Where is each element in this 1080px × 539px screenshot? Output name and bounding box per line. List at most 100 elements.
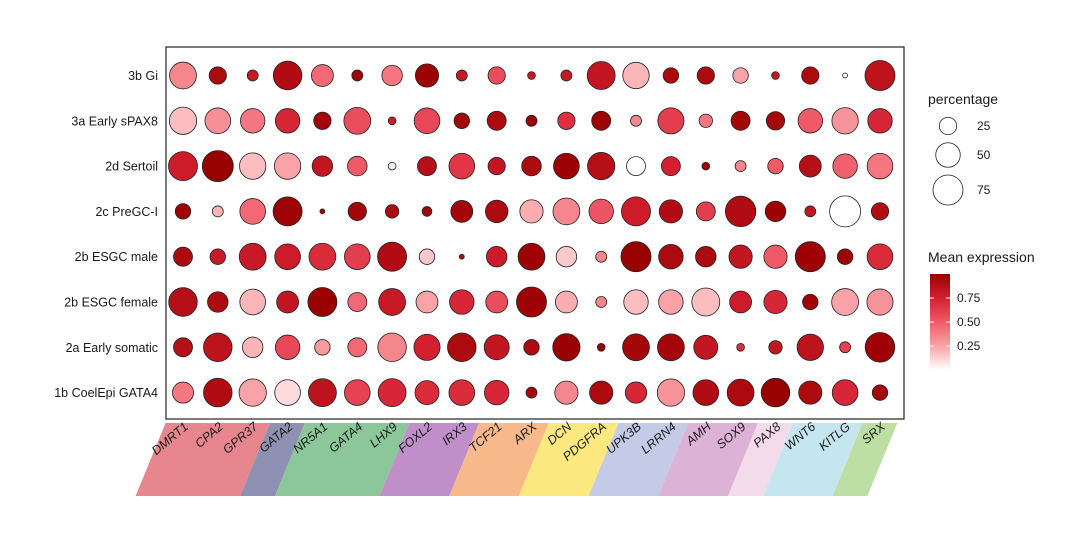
dot-amh-7	[693, 334, 719, 360]
dot-gpr37-6	[239, 288, 266, 316]
dot-upk3b-3	[626, 156, 646, 176]
dot-nr5a1-7	[314, 339, 331, 356]
dot-pdgfra-1	[586, 61, 616, 90]
dot-sox9-5	[728, 244, 753, 269]
gene-group-band-6	[518, 423, 619, 496]
dot-upk3b-4	[621, 196, 651, 227]
dot-tcf21-6	[485, 290, 509, 314]
color-legend-label: 0.50	[957, 315, 981, 329]
dot-wnt6-6	[802, 293, 819, 311]
dot-nr5a1-1	[311, 64, 334, 87]
color-legend-label: 0.75	[957, 291, 981, 305]
dot-upk3b-7	[622, 333, 650, 362]
dot-lhx9-4	[384, 204, 400, 219]
dot-gpr37-5	[238, 242, 267, 271]
dot-pax8-7	[768, 340, 783, 355]
dot-dcn-6	[555, 290, 578, 314]
dot-tcf21-4	[485, 199, 509, 224]
gene-group-band-8	[658, 423, 758, 496]
dot-pdgfra-6	[595, 296, 608, 308]
dot-foxl2-2	[413, 107, 441, 135]
dot-gata4-1	[351, 69, 364, 82]
dot-dcn-2	[557, 111, 576, 130]
dot-cpa2-2	[204, 107, 232, 135]
plot-panel	[165, 46, 905, 420]
dot-pax8-3	[767, 157, 784, 175]
size-legend-circle-50	[935, 142, 961, 168]
dot-lrrn4-7	[657, 333, 685, 362]
dot-cpa2-7	[203, 332, 233, 362]
dot-upk3b-1	[622, 61, 650, 90]
dot-gata2-7	[274, 334, 301, 360]
dot-gata4-2	[343, 106, 372, 135]
color-legend-title: Mean expression	[928, 249, 1035, 265]
dot-foxl2-5	[418, 248, 436, 265]
dot-cpa2-6	[207, 291, 229, 313]
gene-group-band-3	[275, 423, 410, 496]
row-label: 2c PreGC-I	[95, 205, 158, 219]
dot-pdgfra-8	[589, 380, 614, 405]
dot-pdgfra-5	[595, 250, 608, 263]
dot-foxl2-8	[414, 380, 440, 406]
dot-irx3-7	[447, 332, 477, 362]
dot-dmrt1-6	[168, 287, 198, 317]
dot-foxl2-1	[414, 63, 440, 88]
dot-layer	[168, 60, 896, 408]
dot-irx3-5	[458, 253, 465, 260]
dot-lrrn4-8	[656, 378, 685, 407]
dot-dcn-1	[560, 69, 573, 82]
dot-gata2-8	[274, 379, 301, 406]
gene-group-band-4	[379, 423, 480, 496]
dot-sox9-3	[734, 160, 747, 172]
dot-lrrn4-5	[658, 244, 684, 270]
dot-dmrt1-3	[168, 151, 198, 182]
color-legend-bar	[930, 274, 950, 370]
dot-gata2-5	[274, 243, 301, 270]
dot-kitlg-3	[832, 153, 858, 179]
dot-cpa2-4	[211, 205, 224, 218]
row-label: 3a Early sPAX8	[71, 114, 158, 128]
color-legend-label: 0.25	[957, 339, 981, 353]
dot-kitlg-6	[831, 288, 859, 316]
dot-pax8-6	[763, 289, 788, 315]
dot-tcf21-3	[487, 157, 506, 176]
dot-lhx9-2	[387, 116, 397, 126]
dot-gata4-6	[347, 292, 368, 312]
y-axis-labels: 3b Gi 3a Early sPAX8 2d Sertoil 2c PreGC-I 2…	[54, 69, 158, 400]
dot-gpr37-1	[246, 69, 259, 82]
dot-irx3-8	[448, 379, 476, 406]
dot-foxl2-3	[417, 156, 437, 176]
dot-irx3-3	[448, 152, 476, 180]
dot-lrrn4-3	[661, 156, 681, 176]
dot-wnt6-5	[794, 241, 826, 273]
dot-arx-6	[516, 286, 547, 318]
dot-srx-7	[864, 332, 896, 363]
dot-arx-4	[519, 199, 544, 224]
dot-amh-4	[695, 201, 716, 222]
dot-cpa2-1	[208, 66, 227, 85]
gene-group-band-9	[728, 423, 793, 496]
dot-arx-1	[527, 71, 536, 80]
dot-pdgfra-7	[596, 343, 606, 352]
dot-dmrt1-4	[174, 203, 192, 220]
dot-amh-1	[696, 66, 715, 85]
dot-tcf21-5	[486, 246, 508, 268]
dot-srx-2	[867, 108, 893, 134]
dot-pax8-4	[764, 200, 787, 223]
dot-gata4-5	[344, 243, 371, 270]
dot-arx-2	[525, 114, 538, 127]
size-legend: percentage 25 50 75	[928, 91, 998, 206]
dot-amh-6	[691, 287, 721, 317]
dot-dcn-8	[554, 380, 579, 405]
dot-upk3b-6	[623, 289, 649, 315]
dot-dmrt1-2	[168, 106, 198, 135]
dot-foxl2-4	[421, 206, 433, 217]
gene-group-band-5	[449, 423, 549, 496]
gene-group-bands	[135, 423, 898, 496]
dot-foxl2-7	[413, 333, 441, 361]
dot-srx-8	[871, 384, 889, 401]
dot-gata2-2	[274, 108, 301, 134]
dot-gata4-4	[347, 201, 367, 221]
dot-pax8-2	[765, 111, 786, 131]
dot-kitlg-5	[836, 248, 854, 265]
